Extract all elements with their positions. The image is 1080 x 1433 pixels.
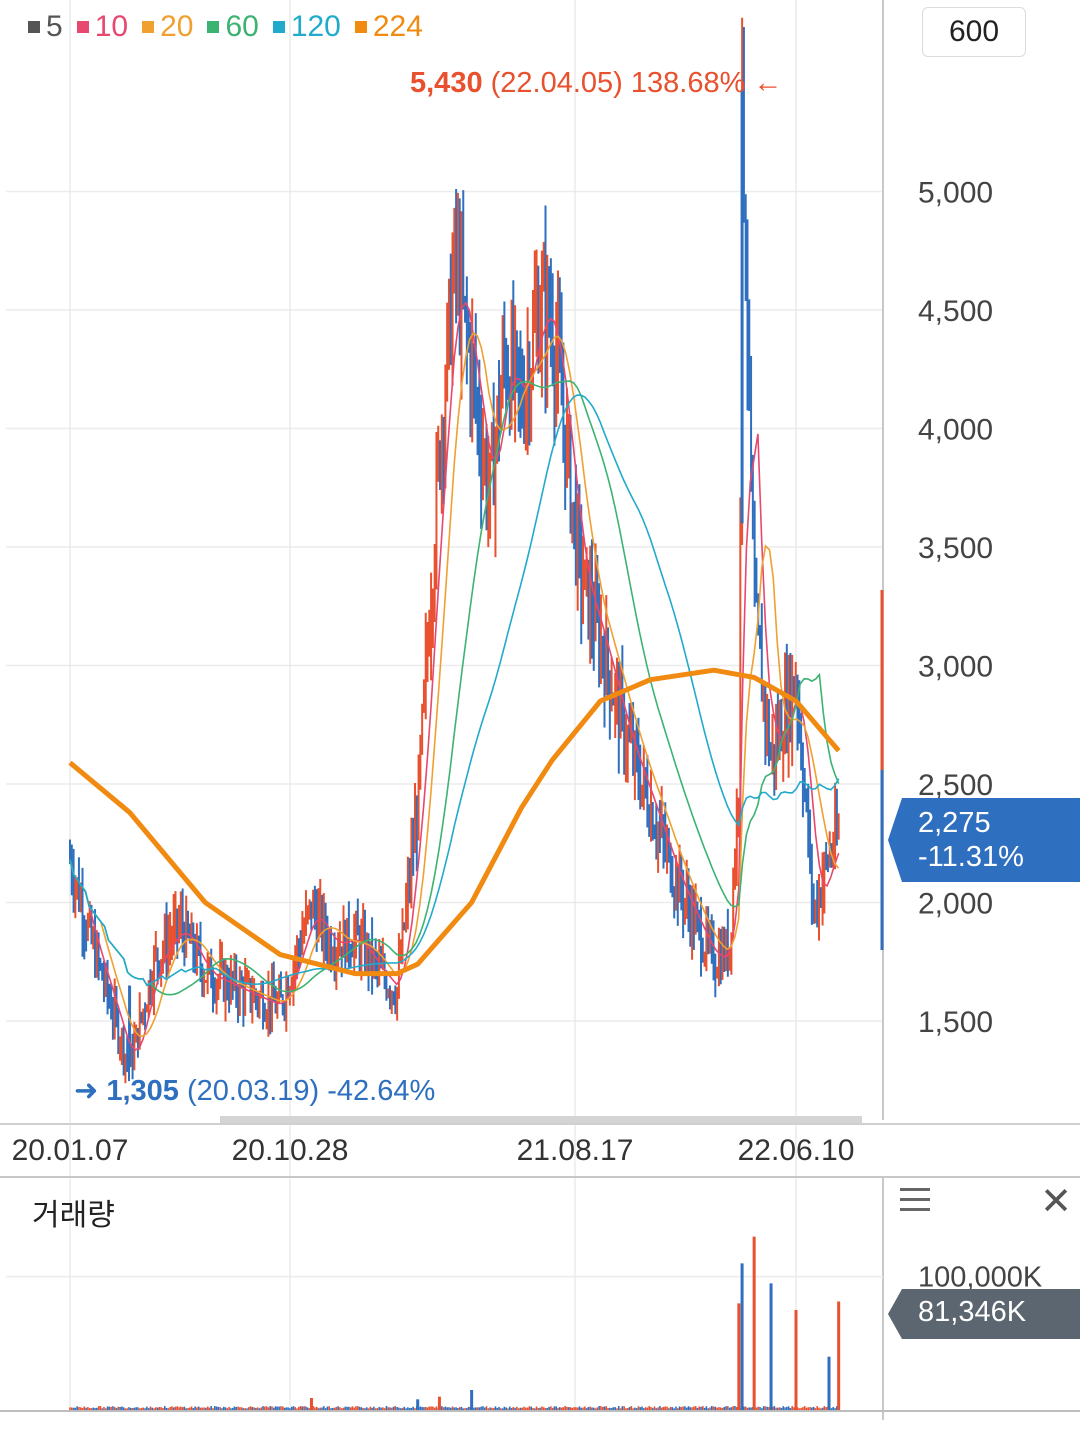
min-arrow-icon: ➜ bbox=[74, 1075, 106, 1107]
y-tick-label: 5,000 bbox=[918, 177, 993, 210]
period-button[interactable]: 600 bbox=[922, 7, 1026, 57]
grid-lines bbox=[6, 0, 883, 1410]
legend-label: 224 bbox=[372, 10, 423, 43]
current-price-tag: 2,275 -11.31% bbox=[888, 798, 1080, 882]
legend-item-60[interactable]: 60 bbox=[207, 10, 259, 44]
y-tick-label: 1,500 bbox=[918, 1006, 993, 1039]
max-value: 5,430 bbox=[410, 67, 483, 99]
legend-swatch bbox=[354, 21, 367, 33]
ma224-line bbox=[68, 667, 841, 977]
max-detail: (22.04.05) 138.68% ← bbox=[483, 67, 783, 99]
ma-legend: 5 10 20 60 120 224 bbox=[28, 10, 423, 44]
current-volume-tag: 81,346K bbox=[888, 1289, 1080, 1339]
menu-icon[interactable] bbox=[900, 1188, 930, 1216]
ma10-line bbox=[69, 301, 840, 1051]
y-tick-label: 4,000 bbox=[918, 414, 993, 447]
x-tick-label: 20.01.07 bbox=[12, 1134, 129, 1167]
scroll-bar bbox=[220, 1116, 862, 1124]
y-tick-label: 2,500 bbox=[918, 769, 993, 802]
current-price-change: -11.31% bbox=[918, 841, 1024, 873]
legend-item-224[interactable]: 224 bbox=[354, 10, 423, 44]
legend-item-120[interactable]: 120 bbox=[272, 10, 341, 44]
legend-item-20[interactable]: 20 bbox=[142, 10, 193, 44]
legend-swatch bbox=[272, 21, 285, 33]
min-annotation: ➜ 1,305 (20.03.19) -42.64% bbox=[74, 1075, 435, 1107]
legend-swatch bbox=[28, 21, 40, 33]
min-value: 1,305 bbox=[106, 1075, 179, 1107]
x-tick-label: 22.06.10 bbox=[738, 1134, 855, 1167]
volume-bars bbox=[69, 1236, 841, 1410]
legend-label: 10 bbox=[94, 10, 129, 43]
x-tick-label: 21.08.17 bbox=[517, 1134, 634, 1167]
y-tick-label: 2,000 bbox=[918, 888, 993, 921]
ma120-line bbox=[69, 394, 840, 987]
legend-swatch bbox=[76, 21, 89, 33]
legend-label: 20 bbox=[160, 10, 194, 43]
x-tick-label: 20.10.28 bbox=[232, 1134, 349, 1167]
legend-swatch bbox=[207, 21, 220, 33]
y-tick-label: 4,500 bbox=[918, 295, 993, 328]
y-tick-label: 3,000 bbox=[918, 651, 993, 684]
legend-swatch bbox=[142, 21, 155, 33]
close-icon[interactable]: ✕ bbox=[1040, 1181, 1072, 1223]
max-annotation: 5,430 (22.04.05) 138.68% ← bbox=[410, 67, 782, 99]
legend-label: 5 bbox=[46, 10, 63, 43]
legend-label: 120 bbox=[290, 10, 341, 43]
legend-item-5[interactable]: 5 bbox=[28, 10, 63, 44]
legend-label: 60 bbox=[225, 10, 259, 43]
ma20-line bbox=[69, 331, 840, 1038]
ma60-line bbox=[69, 380, 840, 996]
legend-item-10[interactable]: 10 bbox=[76, 10, 129, 44]
volume-title: 거래량 bbox=[32, 1199, 115, 1232]
y-tick-label: 3,500 bbox=[918, 532, 993, 565]
min-detail: (20.03.19) -42.64% bbox=[179, 1075, 435, 1107]
current-price-value: 2,275 bbox=[918, 807, 991, 839]
volume-y-tick-label: 100,000K bbox=[918, 1262, 1043, 1294]
